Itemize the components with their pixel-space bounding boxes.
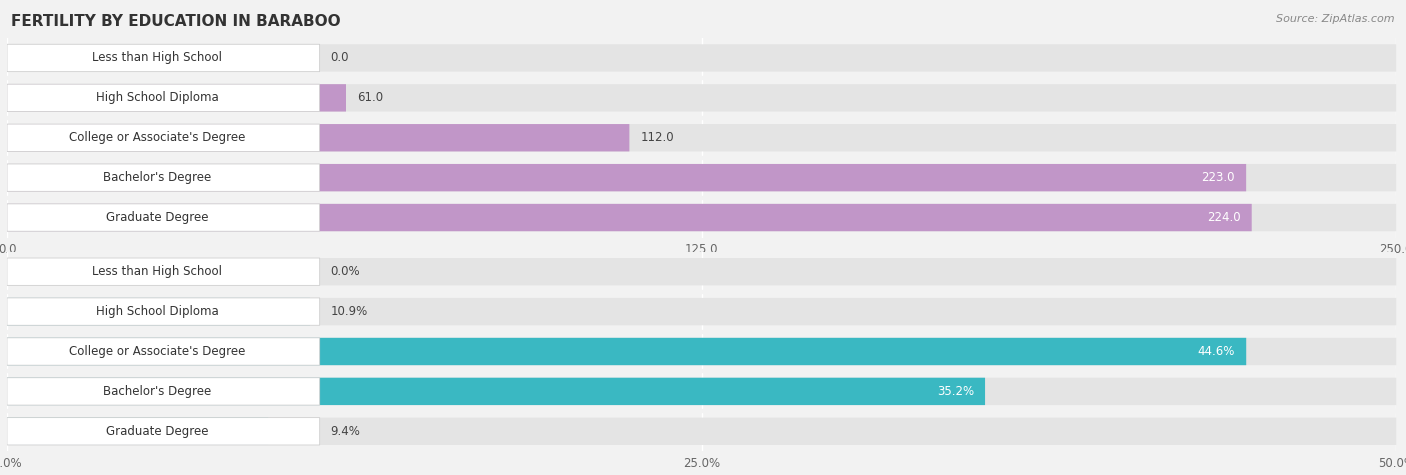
FancyBboxPatch shape (7, 338, 319, 365)
FancyBboxPatch shape (7, 418, 1396, 445)
Text: 9.4%: 9.4% (330, 425, 360, 438)
FancyBboxPatch shape (7, 84, 1396, 112)
Text: 35.2%: 35.2% (936, 385, 974, 398)
Text: 224.0: 224.0 (1206, 211, 1240, 224)
FancyBboxPatch shape (7, 298, 1396, 325)
FancyBboxPatch shape (7, 44, 1396, 72)
FancyBboxPatch shape (7, 204, 1251, 231)
FancyBboxPatch shape (7, 204, 319, 231)
FancyBboxPatch shape (7, 124, 630, 152)
Text: 0.0: 0.0 (330, 51, 349, 65)
FancyBboxPatch shape (7, 258, 1396, 285)
Text: 0.0%: 0.0% (330, 265, 360, 278)
Text: College or Associate's Degree: College or Associate's Degree (69, 131, 245, 144)
FancyBboxPatch shape (7, 164, 1396, 191)
Text: 44.6%: 44.6% (1198, 345, 1234, 358)
FancyBboxPatch shape (7, 164, 1246, 191)
FancyBboxPatch shape (7, 418, 319, 445)
Text: High School Diploma: High School Diploma (96, 91, 218, 104)
Text: Less than High School: Less than High School (91, 51, 222, 65)
FancyBboxPatch shape (7, 338, 1246, 365)
FancyBboxPatch shape (7, 298, 319, 325)
FancyBboxPatch shape (7, 204, 1396, 231)
FancyBboxPatch shape (7, 418, 269, 445)
Text: 112.0: 112.0 (641, 131, 673, 144)
FancyBboxPatch shape (7, 378, 986, 405)
FancyBboxPatch shape (7, 84, 319, 112)
Text: College or Associate's Degree: College or Associate's Degree (69, 345, 245, 358)
Text: Source: ZipAtlas.com: Source: ZipAtlas.com (1277, 14, 1395, 24)
Text: Graduate Degree: Graduate Degree (105, 211, 208, 224)
FancyBboxPatch shape (7, 378, 1396, 405)
FancyBboxPatch shape (7, 298, 309, 325)
Text: 223.0: 223.0 (1202, 171, 1234, 184)
FancyBboxPatch shape (7, 338, 1396, 365)
Text: 10.9%: 10.9% (330, 305, 368, 318)
FancyBboxPatch shape (7, 378, 319, 405)
Text: Bachelor's Degree: Bachelor's Degree (103, 171, 211, 184)
FancyBboxPatch shape (7, 124, 1396, 152)
Text: High School Diploma: High School Diploma (96, 305, 218, 318)
Text: Less than High School: Less than High School (91, 265, 222, 278)
FancyBboxPatch shape (7, 258, 319, 285)
Text: 61.0: 61.0 (357, 91, 384, 104)
FancyBboxPatch shape (7, 124, 319, 152)
FancyBboxPatch shape (7, 164, 319, 191)
Text: FERTILITY BY EDUCATION IN BARABOO: FERTILITY BY EDUCATION IN BARABOO (11, 14, 340, 29)
FancyBboxPatch shape (7, 84, 346, 112)
Text: Bachelor's Degree: Bachelor's Degree (103, 385, 211, 398)
FancyBboxPatch shape (7, 44, 319, 72)
Text: Graduate Degree: Graduate Degree (105, 425, 208, 438)
